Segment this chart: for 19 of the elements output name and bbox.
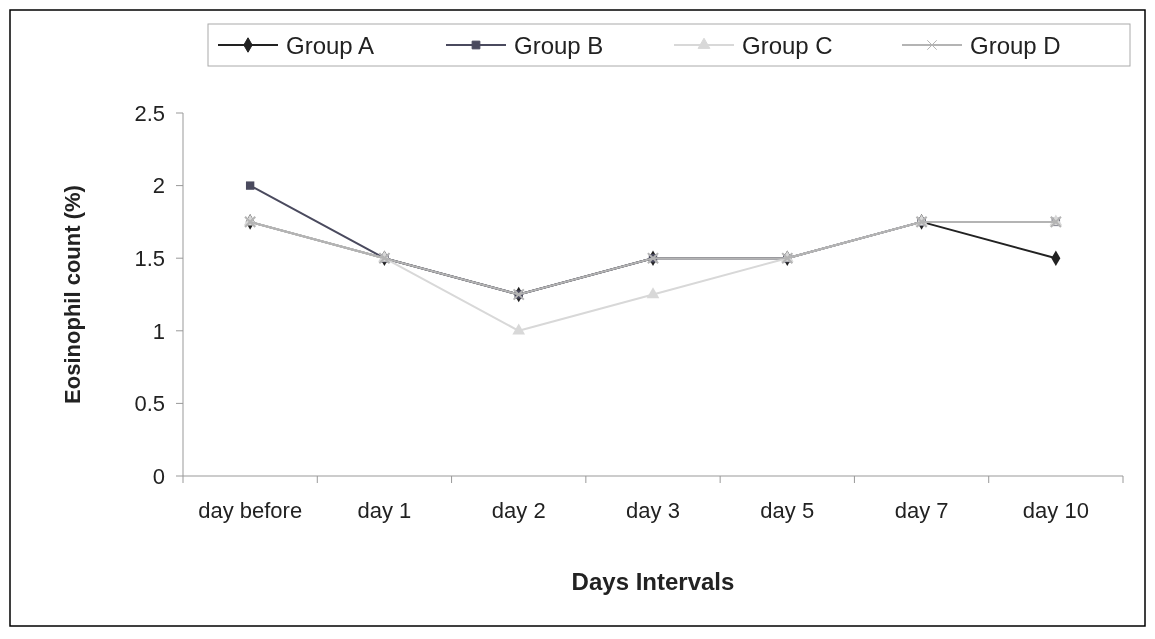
legend-label: Group A bbox=[286, 32, 375, 59]
y-tick-label: 1.5 bbox=[134, 245, 165, 271]
x-tick-label: day 10 bbox=[1022, 498, 1089, 523]
legend-label: Group B bbox=[514, 32, 604, 59]
y-tick-label: 0 bbox=[152, 463, 165, 489]
x-tick-label: day 7 bbox=[894, 498, 949, 523]
y-tick-label: 2.5 bbox=[134, 100, 165, 126]
y-tick-label: 0.5 bbox=[134, 391, 165, 417]
x-tick-label: day 5 bbox=[760, 498, 815, 523]
legend-label: Group D bbox=[970, 32, 1061, 59]
legend-label: Group C bbox=[742, 32, 833, 59]
x-tick-label: day before bbox=[198, 498, 303, 523]
y-tick-label: 2 bbox=[152, 173, 165, 199]
y-tick-label: 1 bbox=[152, 318, 165, 344]
x-tick-label: day 1 bbox=[357, 498, 412, 523]
y-axis-title: Eosinophil count (%) bbox=[60, 185, 85, 404]
x-tick-label: day 2 bbox=[491, 498, 546, 523]
x-axis-title: Days Intervals bbox=[571, 568, 735, 595]
x-tick-label: day 3 bbox=[626, 498, 680, 523]
